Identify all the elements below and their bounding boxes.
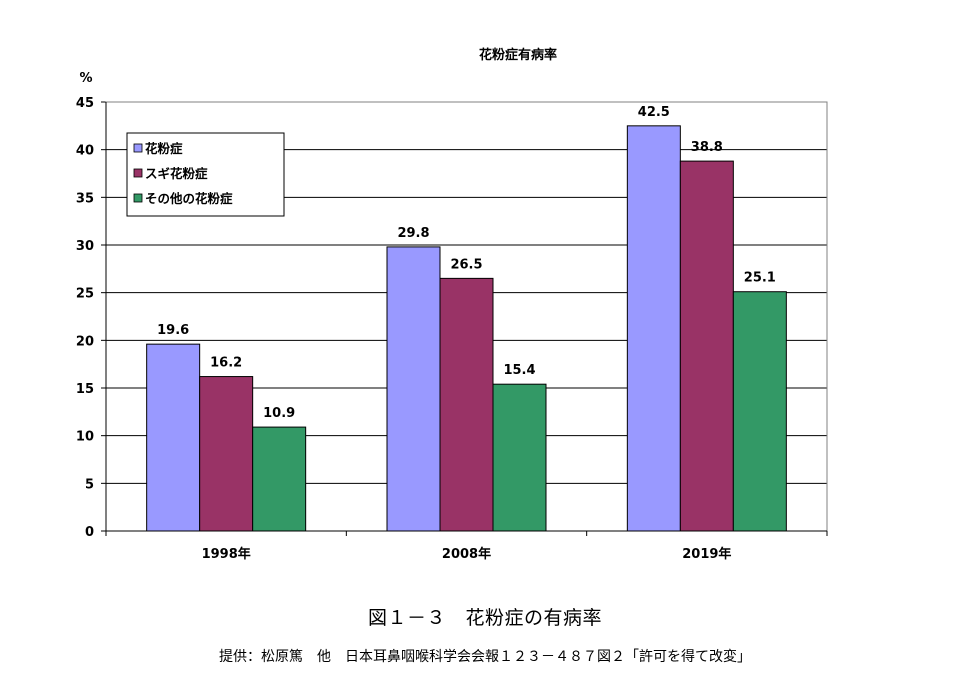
y-tick-label: 45 — [76, 96, 94, 111]
y-tick-label: 15 — [76, 382, 94, 397]
bar — [199, 376, 254, 532]
y-tick-label: 35 — [76, 191, 94, 206]
data-label: 16.2 — [210, 356, 242, 371]
data-label: 25.1 — [744, 271, 776, 286]
chart-title: 花粉症有病率 — [479, 47, 557, 63]
data-label: 38.8 — [691, 140, 723, 155]
data-label: 29.8 — [397, 226, 429, 241]
bars — [146, 125, 787, 532]
data-label: 15.4 — [503, 363, 535, 378]
x-tick-label: 1998年 — [202, 546, 251, 562]
data-label: 10.9 — [263, 406, 295, 421]
legend-box — [126, 132, 285, 217]
y-tick-label: 0 — [85, 525, 94, 540]
y-tick-label: 20 — [76, 334, 94, 349]
bar — [386, 246, 441, 532]
figure-caption: 図１－３ 花粉症の有病率 — [367, 607, 602, 629]
chart: 花粉症有病率 % 19.6 16.2 10.9 29.8 26.5 15.4 42.5 38.… — [76, 47, 828, 562]
bar — [252, 426, 307, 532]
legend-label: 花粉症 — [145, 141, 183, 156]
y-tick-label: 30 — [76, 239, 94, 254]
bar — [492, 383, 547, 532]
bar — [439, 277, 494, 532]
legend-swatch — [133, 168, 143, 178]
data-label: 26.5 — [450, 257, 482, 272]
data-label: 42.5 — [638, 105, 670, 120]
legend-label: その他の花粉症 — [145, 191, 233, 206]
bar — [626, 125, 681, 532]
y-tick-label: 10 — [76, 430, 94, 445]
bar — [146, 343, 201, 532]
bar — [732, 291, 787, 532]
y-tick-label: 40 — [76, 144, 94, 159]
legend-swatch — [133, 143, 143, 153]
figure-source: 提供：松原篤 他 日本耳鼻咽喉科学会会報１２３－４８７図２「許可を得て改変」 — [219, 649, 751, 665]
y-axis-unit-label: % — [79, 71, 92, 86]
y-tick-label: 5 — [85, 477, 94, 492]
x-tick-label: 2008年 — [442, 546, 491, 562]
axes: 0 5 10 15 20 25 30 35 40 45 1998年 2008年 2019年 — [76, 96, 828, 562]
legend-swatch — [133, 193, 143, 203]
x-tick-label: 2019年 — [682, 546, 731, 562]
bar — [679, 160, 734, 532]
data-label: 19.6 — [157, 323, 189, 338]
data-labels: 19.6 16.2 10.9 29.8 26.5 15.4 42.5 38.8 25.1 — [157, 105, 776, 421]
legend-label: スギ花粉症 — [145, 166, 208, 181]
y-tick-label: 25 — [76, 287, 94, 302]
